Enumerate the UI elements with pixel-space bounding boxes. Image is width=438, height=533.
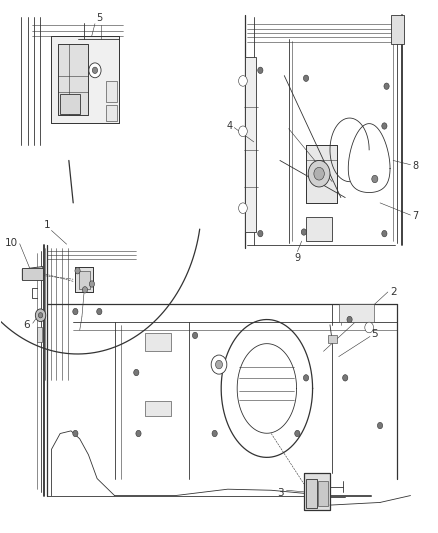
Text: 9: 9 [294,253,300,263]
Circle shape [212,430,217,437]
Text: 6: 6 [23,320,30,330]
Circle shape [304,75,309,82]
Bar [145,401,171,416]
Bar [145,333,171,351]
Circle shape [39,313,43,318]
Circle shape [134,369,139,376]
Text: 5: 5 [96,13,102,22]
Circle shape [75,268,80,274]
Circle shape [382,230,387,237]
Circle shape [92,67,98,74]
Bar [245,57,256,232]
Circle shape [384,83,389,90]
Circle shape [97,309,102,315]
Polygon shape [304,473,330,511]
Polygon shape [75,266,93,292]
Circle shape [89,281,95,287]
Text: 4: 4 [226,121,233,131]
Circle shape [378,422,383,429]
Circle shape [89,63,101,78]
Bar [306,144,336,203]
Circle shape [239,203,247,214]
Circle shape [258,230,263,237]
Bar [328,335,337,343]
Circle shape [304,375,309,381]
Bar [58,44,88,115]
Circle shape [365,322,374,333]
Circle shape [136,430,141,437]
Circle shape [215,360,223,369]
Circle shape [211,355,227,374]
Text: 7: 7 [413,211,419,221]
Text: 8: 8 [413,161,419,171]
Text: 5: 5 [371,329,378,340]
Bar [106,81,117,102]
Circle shape [239,126,247,136]
Circle shape [239,76,247,86]
Text: 3: 3 [278,488,284,498]
Bar [106,105,117,120]
Text: 2: 2 [390,287,396,297]
Bar [79,271,90,289]
Text: 1: 1 [44,220,50,230]
Bar [37,327,42,342]
Bar [306,217,332,241]
Bar [304,473,330,511]
Circle shape [73,430,78,437]
Bar [318,481,328,506]
Polygon shape [51,36,119,123]
Text: 10: 10 [4,238,18,248]
Circle shape [343,375,348,381]
Circle shape [73,309,78,315]
Polygon shape [391,14,404,44]
Circle shape [347,317,352,322]
Circle shape [308,160,330,187]
Circle shape [82,287,88,293]
Circle shape [301,229,307,235]
Polygon shape [58,44,88,115]
Bar [60,94,80,114]
Circle shape [372,175,378,183]
Circle shape [192,332,198,338]
Circle shape [314,167,324,180]
Bar [22,268,43,280]
Polygon shape [22,266,43,280]
Polygon shape [306,144,336,203]
Bar [75,266,93,292]
Bar [306,479,317,508]
Circle shape [295,430,300,437]
Circle shape [35,309,46,321]
Circle shape [382,123,387,129]
Bar [339,304,374,322]
Bar [51,36,119,123]
Circle shape [258,67,263,74]
